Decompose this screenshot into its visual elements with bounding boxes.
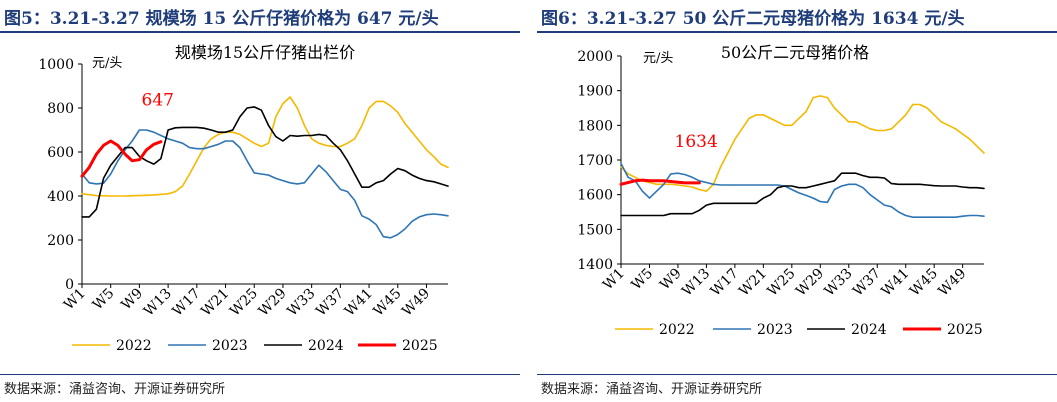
y-tick-label: 1700	[577, 153, 613, 169]
legend-label-2023: 2023	[212, 338, 248, 354]
figure-panel-piglet: 图5：3.21-3.27 规模场 15 公斤仔猪价格为 647 元/头 规模场1…	[0, 0, 520, 402]
series-line-2022	[620, 95, 985, 192]
x-tick-label: W29	[793, 266, 827, 300]
x-tick-label: W21	[198, 286, 232, 320]
y-tick-label: 800	[47, 101, 74, 117]
x-tick-label: W25	[227, 286, 261, 320]
source-note: 数据来源：涌益咨询、开源证券研究所	[541, 382, 763, 397]
x-tick-label: W5	[90, 286, 118, 314]
y-tick-label: 2000	[577, 49, 613, 65]
x-tick-label: W45	[907, 266, 941, 300]
x-tick-label: W5	[629, 266, 657, 294]
legend-label-2022: 2022	[116, 338, 152, 354]
chart-title: 规模场15公斤仔猪出栏价	[175, 43, 355, 62]
series-line-2023	[81, 129, 449, 239]
y-axis-unit: 元/头	[643, 51, 673, 66]
y-tick-label: 1900	[577, 84, 613, 100]
y-tick-label: 1000	[38, 57, 74, 73]
y-tick-label: 400	[47, 189, 74, 205]
series-line-2024	[81, 106, 449, 218]
y-tick-label: 1400	[577, 257, 613, 273]
source-note: 数据来源：涌益咨询、开源证券研究所	[4, 382, 226, 397]
legend-label-2022: 2022	[659, 322, 695, 338]
series-line-2024	[620, 172, 985, 217]
x-tick-label: W49	[935, 266, 969, 300]
y-tick-label: 600	[47, 145, 74, 161]
value-annotation: 1634	[675, 132, 718, 152]
series-line-2025	[619, 178, 701, 186]
value-annotation: 647	[142, 91, 174, 111]
legend-label-2024: 2024	[308, 338, 344, 354]
x-tick-label: W37	[850, 266, 884, 300]
x-tick-label: W49	[399, 286, 433, 320]
x-tick-label: W37	[313, 286, 347, 320]
x-tick-label: W17	[170, 286, 204, 320]
x-tick-label: W33	[284, 286, 318, 320]
y-tick-label: 0	[65, 277, 74, 293]
figure-panel-sow: 图6：3.21-3.27 50 公斤二元母猪价格为 1634 元/头 50公斤二…	[537, 0, 1057, 402]
y-axis-unit: 元/头	[92, 56, 122, 71]
sow-price-chart: 50公斤二元母猪价格 元/头 1400 1500 1600 1700 1800 1900 200…	[577, 43, 985, 338]
x-tick-label: W45	[370, 286, 404, 320]
title-rule	[537, 31, 1057, 33]
y-tick-label: 1600	[577, 188, 613, 204]
series-line-2022	[81, 96, 449, 197]
y-tick-label: 1800	[577, 118, 613, 134]
figure-title: 图5：3.21-3.27 规模场 15 公斤仔猪价格为 647 元/头	[4, 9, 439, 29]
legend-label-2025: 2025	[947, 322, 983, 338]
x-tick-label: W29	[256, 286, 290, 320]
x-tick-label: W13	[679, 266, 713, 300]
figure-title: 图6：3.21-3.27 50 公斤二元母猪价格为 1634 元/头	[541, 9, 965, 29]
source-rule	[0, 374, 520, 375]
legend-label-2023: 2023	[757, 322, 793, 338]
series-line-2025	[80, 139, 163, 178]
x-tick-label: W41	[342, 286, 376, 320]
x-tick-label: W25	[765, 266, 799, 300]
x-tick-label: W33	[821, 266, 855, 300]
series-line-2023	[620, 162, 985, 218]
legend-label-2024: 2024	[851, 322, 887, 338]
y-tick-label: 1500	[577, 222, 613, 238]
x-tick-label: W41	[878, 266, 912, 300]
legend-label-2025: 2025	[402, 338, 438, 354]
title-rule	[0, 31, 520, 33]
x-tick-label: W21	[736, 266, 770, 300]
x-tick-label: W13	[141, 286, 175, 320]
chart-title: 50公斤二元母猪价格	[721, 43, 869, 62]
source-rule	[537, 374, 1057, 375]
x-tick-label: W17	[708, 266, 742, 300]
y-tick-label: 200	[47, 233, 74, 249]
